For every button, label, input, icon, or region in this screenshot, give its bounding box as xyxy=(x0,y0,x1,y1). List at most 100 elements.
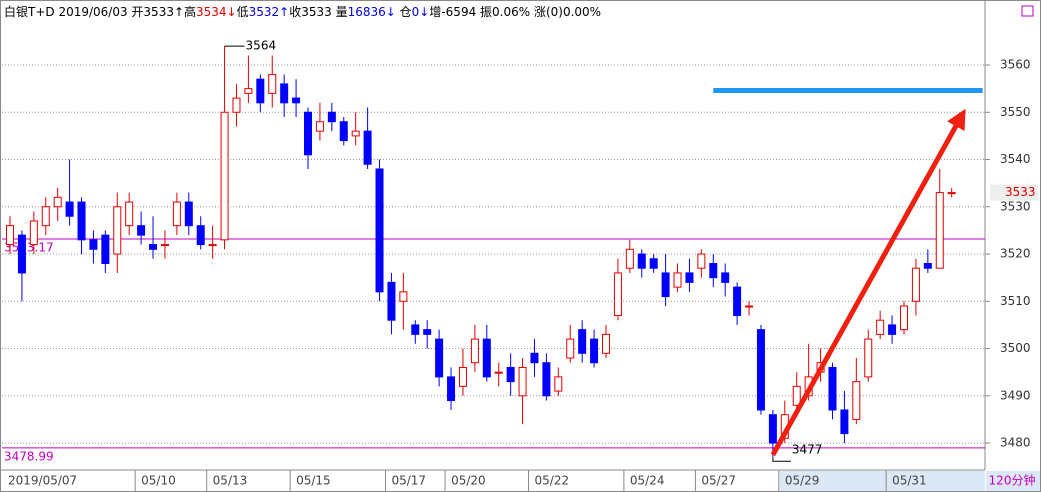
candle-body xyxy=(53,196,62,208)
candle-body xyxy=(530,352,539,364)
candle-body xyxy=(89,239,98,250)
candle-body xyxy=(673,272,682,288)
candle-body xyxy=(160,244,169,247)
candle-body xyxy=(482,338,491,378)
candle-body xyxy=(411,324,420,335)
header-part: 收3533 量 xyxy=(289,5,347,19)
header-part: 白银T+D 2019/06/03 开3533↑高 xyxy=(4,4,196,19)
x-tick-label: 05/20 xyxy=(451,474,486,488)
x-tick-label: 05/24 xyxy=(630,474,665,488)
candle-body xyxy=(65,201,74,217)
header-part: 仓 xyxy=(396,5,412,19)
x-tick-label: 05/22 xyxy=(535,474,570,488)
header-part: 3532↑ xyxy=(249,5,290,19)
x-tick-label: 2019/05/07 xyxy=(8,474,77,488)
candle-body xyxy=(447,376,456,402)
candle-body xyxy=(113,206,122,255)
candle-body xyxy=(327,111,336,123)
x-tick-label: 05/31 xyxy=(892,474,927,488)
candle-body xyxy=(137,225,146,236)
candle-body xyxy=(661,272,670,298)
candle-body xyxy=(792,385,801,406)
candle-body xyxy=(625,248,634,269)
candle-body xyxy=(578,329,587,354)
header-part: 增-6594 振0.06% 涨(0)0.00% xyxy=(429,4,601,19)
candle-body xyxy=(375,168,384,293)
candle-body xyxy=(196,225,205,246)
y-tick-label: 3560 xyxy=(1000,58,1031,72)
candle-body xyxy=(304,111,312,156)
candle-body xyxy=(935,192,944,269)
low-label: 3477 xyxy=(792,443,823,457)
ref-label: 3478.99 xyxy=(4,449,54,463)
candle-body xyxy=(923,262,932,269)
candle-body xyxy=(613,272,622,316)
candle-body xyxy=(876,319,885,335)
candle-body xyxy=(387,281,396,321)
ref-label: 3523.17 xyxy=(4,241,54,255)
candle-body xyxy=(363,130,372,165)
candle-body xyxy=(602,333,610,354)
candle-body xyxy=(41,206,50,227)
candle-body xyxy=(470,338,479,364)
candle-body xyxy=(554,376,563,392)
header-part: 低 xyxy=(237,5,249,19)
candle-body xyxy=(840,409,849,435)
x-tick-label: 05/15 xyxy=(296,474,331,488)
candle-body xyxy=(184,201,193,227)
candle-body xyxy=(745,305,754,308)
candle-body xyxy=(637,253,646,269)
candle-body xyxy=(232,97,241,113)
x-tick-label: 05/27 xyxy=(701,474,736,488)
candle-body xyxy=(756,329,765,411)
candle-body xyxy=(518,366,527,397)
candle-body xyxy=(77,201,86,241)
trend-arrow xyxy=(770,108,966,457)
last-price-label: 3533 xyxy=(1005,185,1036,199)
period-box xyxy=(986,471,1040,491)
y-tick-label: 3530 xyxy=(1000,199,1031,213)
candle-body xyxy=(709,262,718,279)
candle-body xyxy=(685,272,694,283)
candle-body xyxy=(828,366,837,411)
candle-body xyxy=(733,286,742,316)
y-tick-label: 3500 xyxy=(1000,341,1031,355)
candle-body xyxy=(17,234,26,274)
candle-body xyxy=(208,244,217,247)
x-tick-label: 05/13 xyxy=(213,474,248,488)
candle-body xyxy=(125,201,134,227)
x-tick-label: 05/17 xyxy=(391,474,426,488)
candle-body xyxy=(721,272,730,283)
candle-body xyxy=(494,371,503,374)
candle-body xyxy=(435,338,444,378)
y-tick-label: 3510 xyxy=(1000,294,1031,308)
candle-body xyxy=(399,291,408,302)
candle-body xyxy=(911,267,920,302)
header-part: 16836↓ xyxy=(348,5,396,19)
candle-body xyxy=(339,121,348,142)
candle-body xyxy=(315,121,324,132)
header-part: 3534↓ xyxy=(196,5,237,19)
y-tick-label: 3480 xyxy=(1000,436,1031,450)
time-highlight xyxy=(780,471,985,491)
y-tick-label: 3550 xyxy=(1000,105,1031,119)
candle-body xyxy=(590,338,599,364)
last-price-box xyxy=(990,184,1038,201)
y-tick-label: 3490 xyxy=(1000,388,1031,402)
candle-body xyxy=(101,234,110,264)
candle-body xyxy=(280,83,289,104)
candle-body xyxy=(947,192,956,195)
period-label: 120分钟 xyxy=(989,473,1036,488)
candle-body xyxy=(864,338,873,378)
candle-body xyxy=(256,78,265,104)
high-label: 3564 xyxy=(246,39,277,53)
header-part: 0↓ xyxy=(412,5,430,19)
candle-body xyxy=(292,97,301,104)
corner-box xyxy=(1021,5,1034,17)
candle-body xyxy=(458,366,467,387)
candle-body xyxy=(542,362,551,397)
candle-body xyxy=(768,414,777,444)
y-tick-label: 3540 xyxy=(1000,152,1031,166)
